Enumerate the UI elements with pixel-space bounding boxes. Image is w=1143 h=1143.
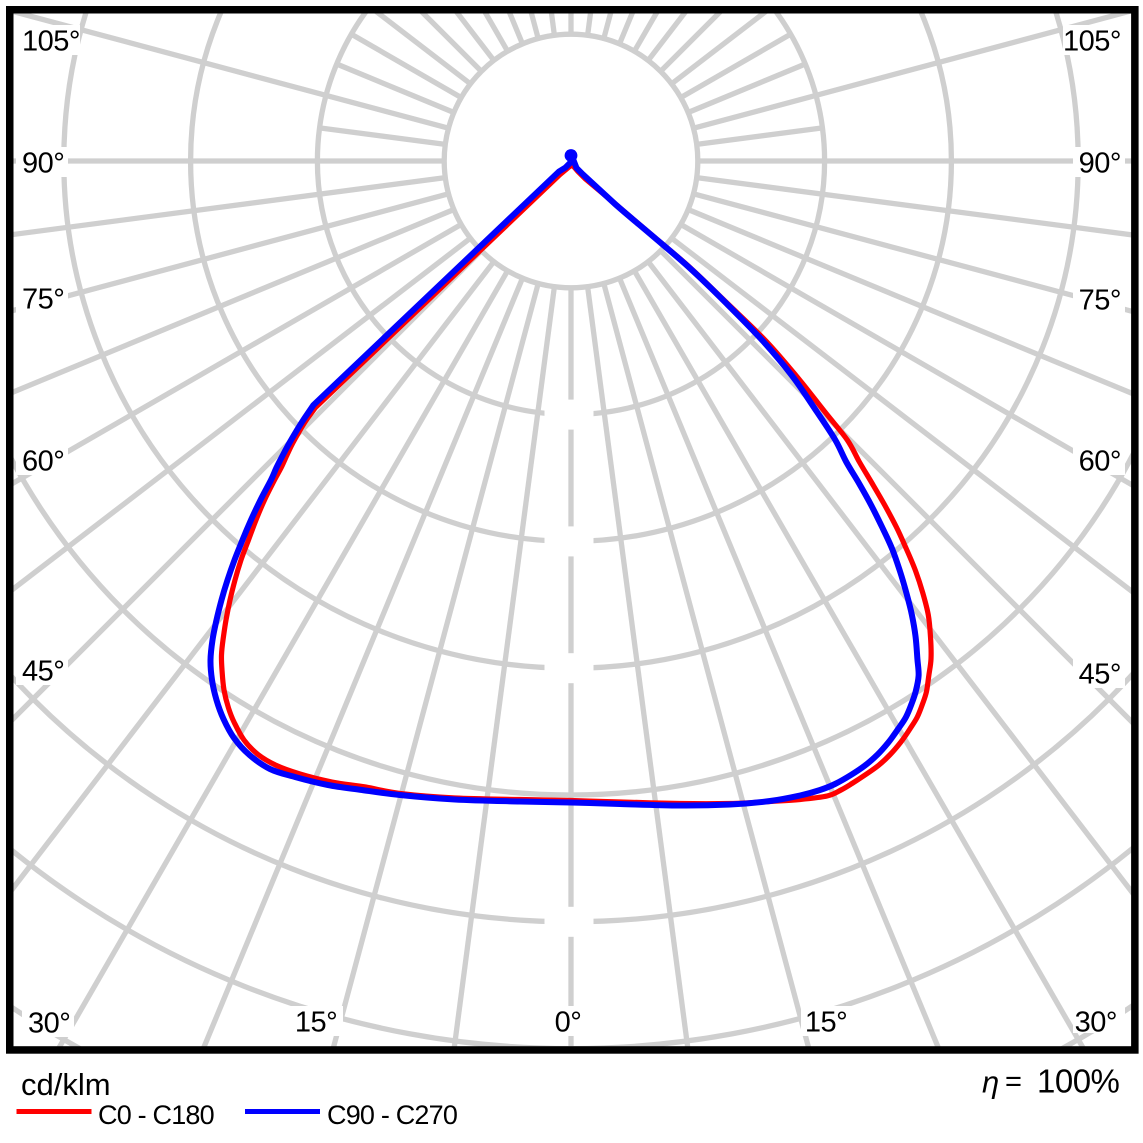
svg-text:C0 - C180: C0 - C180 [98, 1100, 214, 1130]
svg-text:45°: 45° [22, 655, 64, 687]
svg-text:90°: 90° [1079, 147, 1121, 179]
svg-text:cd/klm: cd/klm [21, 1067, 111, 1102]
svg-text:75°: 75° [1079, 284, 1121, 316]
svg-text:100%: 100% [1037, 1063, 1120, 1100]
svg-text:30°: 30° [1075, 1006, 1117, 1038]
svg-text:60°: 60° [1079, 445, 1121, 477]
svg-text:60°: 60° [22, 445, 64, 477]
svg-text:105°: 105° [22, 25, 80, 57]
svg-text:=: = [1005, 1066, 1022, 1098]
svg-text:75°: 75° [22, 283, 64, 315]
svg-text:C90 - C270: C90 - C270 [327, 1100, 457, 1130]
svg-text:45°: 45° [1079, 658, 1121, 690]
svg-text:90°: 90° [22, 147, 64, 179]
svg-text:15°: 15° [805, 1006, 847, 1038]
svg-text:0°: 0° [555, 1006, 582, 1038]
svg-text:15°: 15° [295, 1006, 337, 1038]
svg-text:η: η [982, 1065, 999, 1100]
svg-text:30°: 30° [28, 1007, 70, 1039]
svg-text:105°: 105° [1063, 25, 1121, 57]
